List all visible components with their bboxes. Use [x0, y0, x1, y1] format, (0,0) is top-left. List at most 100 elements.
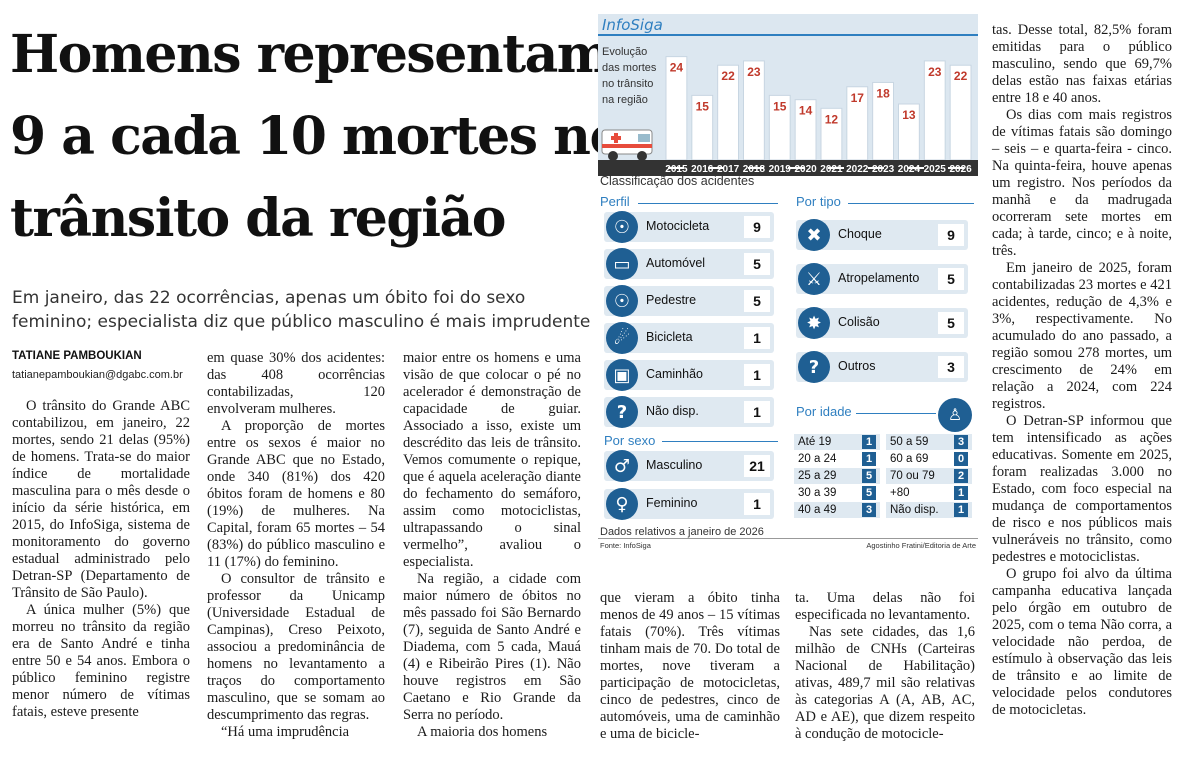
category-label: Pedestre: [646, 293, 697, 307]
age-range-label: 40 a 49: [794, 502, 880, 518]
divider: [598, 538, 978, 539]
paragraph: O consultor de trânsito e professor da U…: [207, 571, 385, 723]
bar-2023: [872, 81, 895, 160]
bar-2016: [691, 94, 714, 160]
bar-2017: [717, 64, 740, 160]
year-tick-label: 2019: [769, 164, 792, 175]
category-label: Motocicleta: [646, 219, 710, 233]
headline: Homens representam 9 a cada 10 mortes no…: [10, 14, 624, 260]
collision-icon: ✸: [798, 307, 830, 339]
paragraph: O grupo foi alvo da última campanha educ…: [992, 566, 1172, 718]
bar-value-label: 18: [876, 86, 890, 100]
category-row: ? Outros 3: [796, 351, 968, 383]
paragraph: “Há uma imprudência: [221, 724, 350, 740]
pedestrian-icon: ☉: [606, 285, 638, 317]
year-tick-label: 2026: [949, 164, 972, 175]
paragraph: Na região, a cidade com maior número de …: [403, 571, 581, 723]
divider: [638, 203, 778, 204]
divider: [662, 441, 778, 442]
category-label: Masculino: [646, 458, 703, 472]
category-row: ♀ Feminino 1: [604, 488, 774, 520]
bar-2024: [898, 103, 920, 160]
year-tick-label: 2018: [743, 164, 766, 175]
year-tick-label: 2023: [872, 164, 895, 175]
tipo-title: Por tipo: [796, 194, 841, 209]
category-row: ✖ Choque 9: [796, 219, 968, 251]
year-tick-label: 2016: [691, 164, 714, 175]
category-label: Não disp.: [646, 404, 699, 418]
article-column-3: maior entre os homens e uma visão de que…: [403, 350, 581, 741]
age-range-label: 20 a 24: [794, 451, 880, 467]
age-range-label: 30 a 39: [794, 485, 880, 501]
road: [598, 160, 978, 176]
question-icon: ?: [798, 351, 830, 383]
age-range-value: 5: [862, 486, 876, 500]
category-row: ▭ Automóvel 5: [604, 248, 774, 280]
paragraph: tas. Desse total, 82,5% foram emitidas p…: [992, 22, 1172, 106]
paragraph: em quase 30% dos acidentes: das 408 ocor…: [207, 350, 385, 417]
family-icon: ♙: [938, 398, 972, 432]
author-email[interactable]: tatianepamboukian@dgabc.com.br: [12, 369, 183, 381]
bar-2021: [820, 107, 843, 160]
female-icon: ♀: [606, 488, 638, 520]
age-range-label: +80: [886, 485, 972, 501]
age-range-value: 3: [954, 435, 968, 449]
bar-value-label: 22: [721, 69, 735, 83]
category-label: Feminino: [646, 496, 698, 510]
bar-value-label: 23: [747, 65, 761, 79]
paragraph: A única mulher (5%) que morreu no trânsi…: [12, 602, 190, 720]
article-column-1: O trânsito do Grande ABC contabilizou, e…: [12, 398, 190, 721]
paragraph: A maioria dos homens: [417, 724, 548, 740]
age-range-value: 1: [862, 435, 876, 449]
paragraph: O Detran-SP informou que tem intensifica…: [992, 413, 1172, 565]
category-row: ☄ Bicicleta 1: [604, 322, 774, 354]
article-column-2: em quase 30% dos acidentes: das 408 ocor…: [207, 350, 385, 741]
category-value: 5: [938, 312, 964, 334]
year-tick-label: 2021: [820, 164, 843, 175]
category-value: 21: [744, 455, 770, 477]
bar-value-label: 23: [928, 65, 942, 79]
category-row: ▣ Caminhão 1: [604, 359, 774, 391]
bar-value-label: 15: [696, 99, 710, 113]
category-value: 5: [938, 268, 964, 290]
category-value: 5: [744, 290, 770, 312]
headline-line-1: Homens representam: [10, 24, 612, 85]
year-tick-label: 2024: [898, 164, 921, 175]
paragraph: que vieram a óbito tinha menos de 49 ano…: [600, 590, 780, 742]
bar-value-label: 17: [851, 91, 865, 105]
age-range-value: 5: [862, 469, 876, 483]
age-range-value: 0: [954, 452, 968, 466]
age-range-value: 1: [954, 503, 968, 517]
year-tick-label: 2025: [924, 164, 947, 175]
category-label: Choque: [838, 227, 882, 241]
run-over-icon: ⚔: [798, 263, 830, 295]
age-range-label: 25 a 29: [794, 468, 880, 484]
headline-line-3: trânsito da região: [10, 188, 506, 249]
chart-title: Evolução das mortes no trânsito na regiã…: [602, 46, 657, 106]
deaths-bar-chart: 24 15 22 23 15 14 12 17 18 13 23 22: [665, 56, 972, 160]
bar-2019: [768, 94, 791, 160]
classification-title: Classificação dos acidentes: [600, 174, 755, 188]
infosiga-brand: InfoSiga: [602, 16, 663, 34]
category-value: 1: [744, 364, 770, 386]
category-label: Outros: [838, 359, 876, 373]
year-tick-label: 2015: [665, 164, 688, 175]
credit: Agostinho Fratini/Editoria de Arte: [866, 541, 976, 550]
category-value: 5: [744, 253, 770, 275]
ambulance-icon: [601, 129, 653, 161]
bar-value-label: 14: [799, 104, 813, 118]
category-label: Caminhão: [646, 367, 703, 381]
perfil-title: Perfil: [600, 194, 630, 209]
age-range-label: 60 a 69: [886, 451, 972, 467]
category-label: Atropelamento: [838, 271, 920, 285]
divider: [848, 203, 974, 204]
truck-icon: ▣: [606, 359, 638, 391]
category-label: Automóvel: [646, 256, 706, 270]
age-range-value: 1: [954, 486, 968, 500]
bar-value-label: 13: [902, 108, 916, 122]
year-tick-label: 2020: [794, 164, 817, 175]
male-icon: ♂: [606, 450, 638, 482]
paragraph: Os dias com mais registros de vítimas fa…: [992, 107, 1172, 259]
sexo-title: Por sexo: [604, 433, 656, 448]
category-value: 9: [744, 216, 770, 238]
